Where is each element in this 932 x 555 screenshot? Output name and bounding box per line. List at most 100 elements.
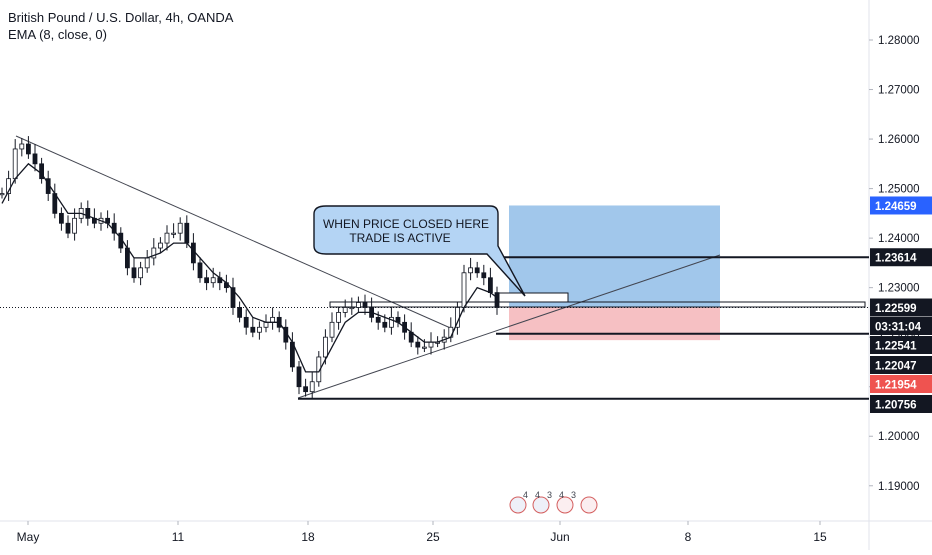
symbol-title: British Pound / U.S. Dollar, 4h, OANDA	[8, 10, 234, 25]
price-label-dark	[870, 317, 932, 335]
price-tick-label: 1.25000	[878, 184, 920, 196]
price-label-dark	[870, 336, 932, 354]
price-label-dark	[870, 298, 932, 317]
candle-body	[164, 232, 170, 244]
time-tick-label: May	[17, 530, 40, 544]
price-label-text: 1.23614	[875, 253, 917, 265]
price-label-text: 1.21954	[875, 380, 917, 392]
candle-body	[263, 321, 269, 328]
price-tick-label: 1.27000	[878, 85, 920, 97]
candle-body	[144, 257, 150, 269]
candle-body	[72, 217, 77, 234]
candle-body	[12, 148, 18, 180]
time-tick-label: 25	[426, 530, 440, 544]
candle-body	[197, 262, 203, 279]
candle-body	[303, 386, 309, 393]
price-tick-label: 1.20000	[878, 431, 920, 443]
candle-body	[494, 292, 500, 308]
candle-body	[336, 312, 342, 323]
callout-bubble	[313, 205, 526, 297]
time-tick-label: Jun	[550, 530, 569, 544]
candle-body	[388, 316, 394, 328]
candle-body	[474, 267, 480, 274]
event-flag-icon	[532, 496, 550, 514]
time-axis[interactable]: May 11 18 25 Jun 8 15	[17, 521, 827, 544]
candle-body	[230, 287, 236, 308]
price-tick-label: 1.19000	[878, 481, 920, 493]
candle-body	[349, 307, 355, 310]
price-label-text: 03:31:04	[875, 322, 922, 334]
price-label-red	[870, 375, 932, 393]
price-axis[interactable]: 1.190001.200001.210001.220001.230001.240…	[869, 35, 932, 493]
candle-body	[204, 277, 210, 284]
uptrend-line	[297, 254, 721, 399]
candle-body	[487, 277, 493, 294]
candle-body	[250, 326, 256, 333]
price-label-text: 1.20756	[875, 400, 917, 412]
candle-body	[468, 267, 474, 274]
event-count: 4	[535, 490, 540, 500]
candle-body	[375, 316, 381, 323]
candles	[0, 136, 500, 400]
stop-zone	[509, 307, 720, 341]
entry-level-band	[329, 301, 866, 308]
candle-body	[461, 272, 467, 308]
candle-body	[171, 232, 177, 235]
candle-body	[0, 193, 5, 196]
event-flag-icon	[509, 496, 527, 514]
candle-body	[415, 341, 421, 348]
candle-body	[19, 143, 25, 150]
price-tick-label: 1.26000	[878, 134, 920, 146]
candle-body	[243, 316, 249, 328]
candle-body	[85, 208, 91, 219]
candle-body	[237, 307, 243, 318]
price-label-text: 1.22599	[875, 303, 917, 315]
candle-body	[428, 341, 434, 348]
downtrend-line	[15, 135, 456, 331]
price-tick-label: 1.24000	[878, 233, 920, 245]
price-label-dark	[870, 356, 932, 374]
event-count: 3	[547, 490, 552, 500]
time-tick-label: 11	[172, 530, 185, 544]
candle-body	[256, 326, 262, 333]
entry-marker-box	[498, 292, 569, 303]
time-tick-label: 18	[301, 530, 315, 544]
candle-body	[32, 153, 38, 165]
price-label-dark	[870, 248, 932, 267]
candle-body	[481, 272, 487, 279]
drawings	[0, 135, 869, 400]
indicator-title: EMA (8, close, 0)	[8, 27, 107, 42]
candle-body	[270, 316, 276, 323]
candle-body	[184, 222, 190, 244]
candle-body	[342, 307, 348, 313]
event-flag-icon	[556, 496, 574, 514]
candle-body	[322, 336, 328, 358]
event-flag-icon	[580, 496, 598, 514]
event-count: 4	[523, 490, 528, 500]
candle-body	[25, 143, 31, 155]
candle-body	[329, 321, 335, 338]
candle-body	[157, 242, 163, 249]
candle-body	[421, 346, 427, 349]
event-count: 3	[571, 490, 576, 500]
ema-path	[1, 162, 498, 373]
candle-body	[151, 247, 157, 259]
price-tick-label: 1.28000	[878, 35, 920, 47]
candle-body	[177, 222, 183, 234]
price-label-text: 1.24659	[875, 201, 917, 213]
candle-body	[382, 321, 388, 328]
callout-line-1: WHEN PRICE CLOSED HERE	[323, 217, 489, 231]
candle-body	[355, 302, 361, 308]
candle-body	[210, 277, 216, 284]
callout-line-2: TRADE IS ACTIVE	[349, 231, 450, 245]
price-label-dark	[870, 395, 932, 413]
chart-legend: British Pound / U.S. Dollar, 4h, OANDA E…	[8, 9, 233, 43]
candle-body	[362, 302, 368, 308]
candle-body	[131, 267, 137, 279]
event-count: 4	[559, 490, 564, 500]
